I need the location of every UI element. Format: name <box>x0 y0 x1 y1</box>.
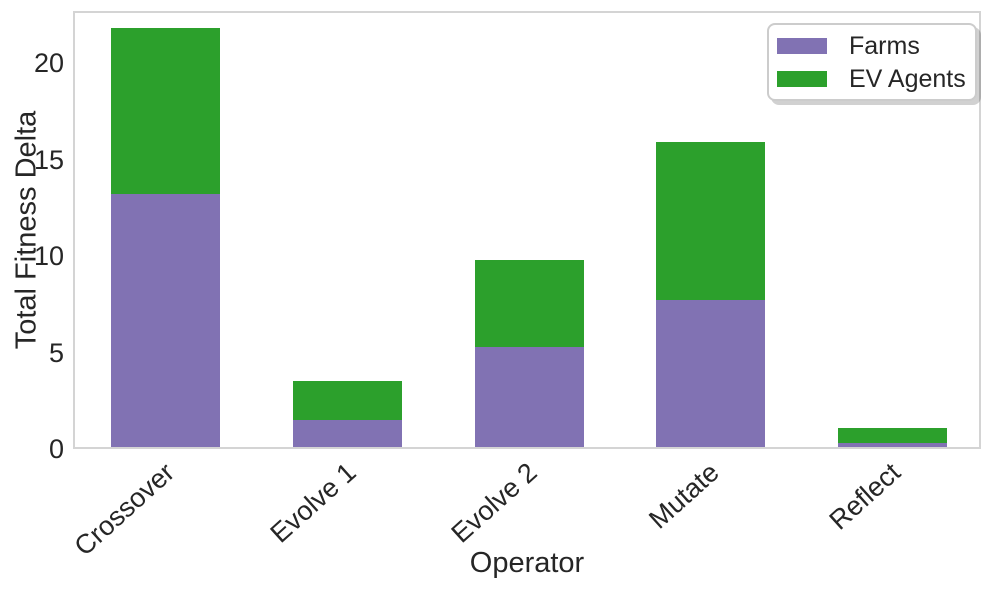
y-axis-label: Total Fitness Delta <box>10 110 43 350</box>
y-tick-15: 15 <box>33 144 64 175</box>
y-tick-10: 10 <box>33 241 64 272</box>
bar-mutate-farms <box>656 300 766 447</box>
y-tick-5: 5 <box>48 337 64 368</box>
bar-reflect-farms <box>837 443 947 447</box>
legend-swatch-ev-agents <box>777 70 827 87</box>
legend-label: EV Agents <box>849 64 966 93</box>
bar-evolve-2-farms <box>474 346 584 447</box>
y-tick-0: 0 <box>48 434 64 464</box>
bar-evolve-1-ev-agents <box>292 381 402 420</box>
legend-item-ev-agents: EV Agents <box>777 66 967 92</box>
legend-swatch-farms <box>777 37 827 54</box>
bar-reflect-ev-agents <box>837 427 947 444</box>
x-axis-label: Operator <box>469 547 585 579</box>
x-tick-reflect: Reflect <box>646 457 907 536</box>
bar-crossover-farms <box>111 194 221 447</box>
bar-evolve-1-farms <box>292 420 402 447</box>
bar-crossover-ev-agents <box>111 28 221 195</box>
x-tick-label: Reflect <box>823 457 907 536</box>
legend-label: Farms <box>849 31 920 60</box>
y-tick-20: 20 <box>33 48 64 79</box>
bar-mutate-ev-agents <box>656 142 766 301</box>
legend-item-farms: Farms <box>777 33 967 59</box>
bar-evolve-2-ev-agents <box>474 259 584 347</box>
legend: Farms EV Agents <box>767 23 977 101</box>
